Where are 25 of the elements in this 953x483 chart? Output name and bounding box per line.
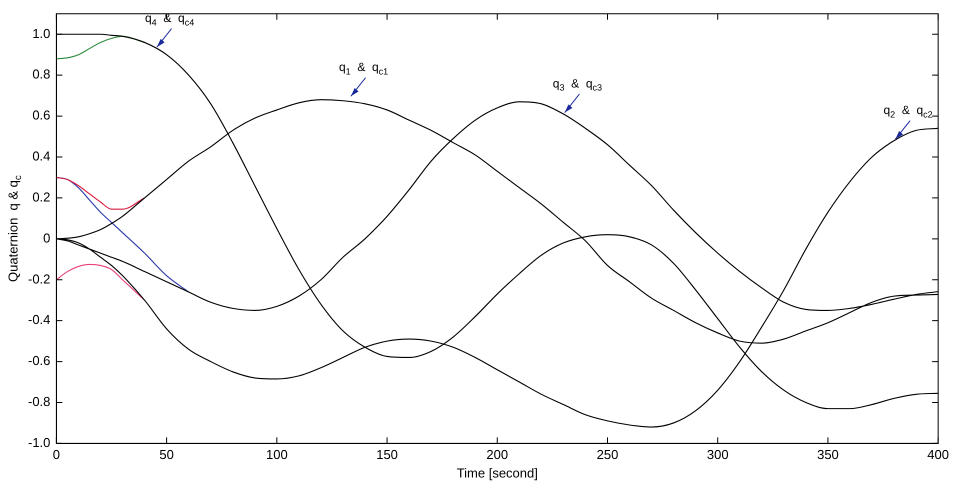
y-tick-label: 0 [43, 230, 50, 246]
y-tick-label: -0.2 [28, 271, 50, 286]
x-tick-label: 250 [596, 446, 618, 462]
y-tick-label: 0.6 [32, 108, 50, 123]
y-tick-label: 0.8 [32, 66, 50, 82]
x-tick-label: 300 [706, 446, 729, 462]
x-tick-label: 0 [52, 446, 60, 462]
x-tick-label: 50 [159, 446, 174, 462]
y-tick-label: 1.0 [32, 26, 50, 41]
x-tick-label: 350 [817, 446, 839, 462]
y-axis-title: Quaternion q & qc [6, 175, 24, 282]
x-tick-label: 150 [376, 446, 398, 462]
line-series [56, 176, 146, 210]
y-tick-label: -0.4 [28, 312, 50, 328]
y-tick-label: -0.8 [28, 394, 50, 410]
y-tick-label: 0.4 [32, 148, 50, 164]
y-tick-label: 0.2 [32, 189, 50, 204]
x-tick-label: 200 [486, 446, 508, 462]
y-tick-label: -0.6 [28, 353, 50, 368]
x-tick-label: 100 [266, 446, 288, 462]
x-axis-title: Time [second] [456, 466, 538, 481]
x-tick-label: 400 [927, 446, 950, 462]
line-series [56, 36, 146, 60]
line-series [56, 264, 146, 301]
y-tick-label: -1.0 [28, 434, 50, 450]
